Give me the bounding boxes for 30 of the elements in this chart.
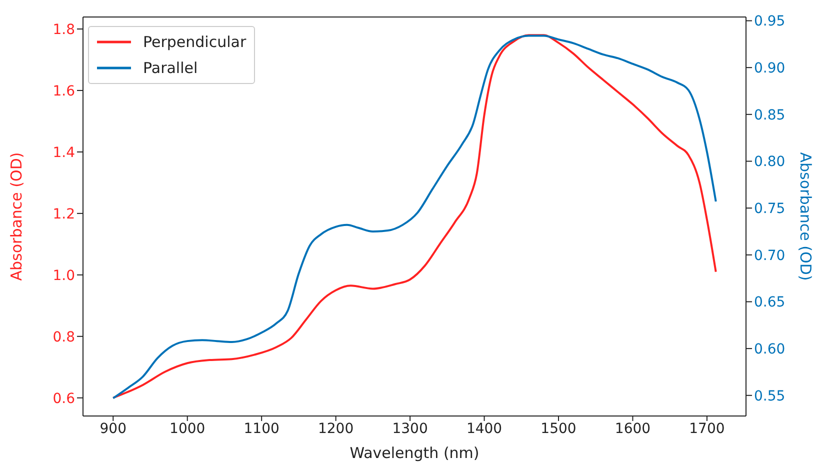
y-tick-label: 1.2 [52,206,75,222]
y-tick-label: 0.6 [52,390,76,407]
x-tick-label: 1300 [392,420,428,437]
legend-label: Perpendicular [143,32,246,53]
legend-label: Parallel [143,58,198,79]
y2-tick-label: 0.70 [754,248,786,264]
y2-tick-label: 0.75 [754,201,786,218]
x-tick-label: 1600 [614,420,651,437]
x-tick-label: 1400 [466,420,502,437]
y-tick-label: 1.8 [52,22,75,38]
y-tick-label: 1.4 [52,144,76,161]
x-tick-label: 1500 [540,420,576,437]
y-tick-label: 1.0 [52,268,75,284]
y-axis-title: Absorbance (OD) [7,152,26,281]
x-tick-label: 1200 [318,420,354,437]
x-tick-label: 1100 [244,420,280,437]
y-tick-label: 1.6 [52,83,76,100]
x-tick-label: 1700 [689,420,725,437]
x-tick-label: 900 [100,420,127,437]
y2-tick-label: 0.95 [754,14,786,30]
y2-tick-label: 0.80 [754,154,786,170]
y2-tick-label: 0.65 [754,294,786,311]
y2-tick-label: 0.85 [754,107,786,124]
y2-tick-label: 0.60 [754,342,786,358]
x-tick-label: 1000 [170,420,206,437]
y2-tick-label: 0.90 [754,60,786,77]
y2-tick-label: 0.55 [754,388,786,404]
y-tick-label: 0.8 [52,329,75,346]
y2-axis-title: Absorbance (OD) [796,152,815,281]
x-axis-title: Wavelength (nm) [350,444,480,462]
